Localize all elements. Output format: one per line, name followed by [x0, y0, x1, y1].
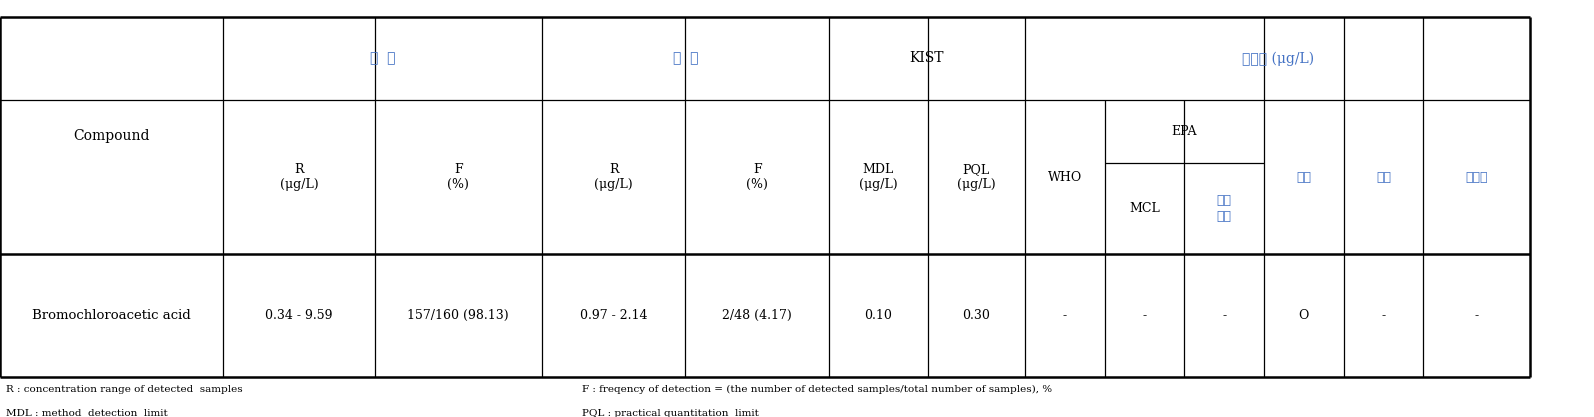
Text: 발암
그룹: 발암 그룹	[1216, 194, 1232, 223]
Text: KIST: KIST	[910, 51, 944, 65]
Text: PQL : practical quantitation  limit: PQL : practical quantitation limit	[582, 409, 759, 417]
Text: Compound: Compound	[73, 128, 150, 143]
Text: 일본: 일본	[1296, 171, 1312, 184]
Text: R
(μg/L): R (μg/L)	[279, 163, 319, 191]
Text: -: -	[1063, 309, 1066, 322]
Text: MDL : method  detection  limit: MDL : method detection limit	[6, 409, 167, 417]
Text: WHO: WHO	[1047, 171, 1082, 184]
Text: MDL
(μg/L): MDL (μg/L)	[859, 163, 897, 191]
Text: EPA: EPA	[1172, 125, 1197, 138]
Text: PQL
(μg/L): PQL (μg/L)	[956, 163, 996, 191]
Text: Bromochloroacetic acid: Bromochloroacetic acid	[32, 309, 191, 322]
Text: 0.97 - 2.14: 0.97 - 2.14	[580, 309, 647, 322]
Text: 캐나다: 캐나다	[1465, 171, 1489, 184]
Text: 0.34 - 9.59: 0.34 - 9.59	[265, 309, 333, 322]
Text: -: -	[1382, 309, 1385, 322]
Text: -: -	[1143, 309, 1146, 322]
Text: 0.10: 0.10	[864, 309, 893, 322]
Text: 157/160 (98.13): 157/160 (98.13)	[408, 309, 508, 322]
Text: F
(%): F (%)	[448, 163, 469, 191]
Text: 원  수: 원 수	[673, 51, 698, 65]
Text: -: -	[1474, 309, 1479, 322]
Text: 2/48 (4.17): 2/48 (4.17)	[722, 309, 792, 322]
Text: 0.30: 0.30	[963, 309, 990, 322]
Text: 정  수: 정 수	[370, 51, 395, 65]
Text: R
(μg/L): R (μg/L)	[595, 163, 633, 191]
Text: -: -	[1223, 309, 1226, 322]
Text: 호주: 호주	[1376, 171, 1392, 184]
Text: F
(%): F (%)	[746, 163, 768, 191]
Text: MCL: MCL	[1129, 202, 1160, 215]
Text: 기준값 (μg/L): 기준값 (μg/L)	[1242, 51, 1313, 65]
Text: R : concentration range of detected  samples: R : concentration range of detected samp…	[6, 385, 242, 394]
Text: F : freqency of detection = (the number of detected samples/total number of samp: F : freqency of detection = (the number …	[582, 385, 1052, 394]
Text: O: O	[1299, 309, 1309, 322]
